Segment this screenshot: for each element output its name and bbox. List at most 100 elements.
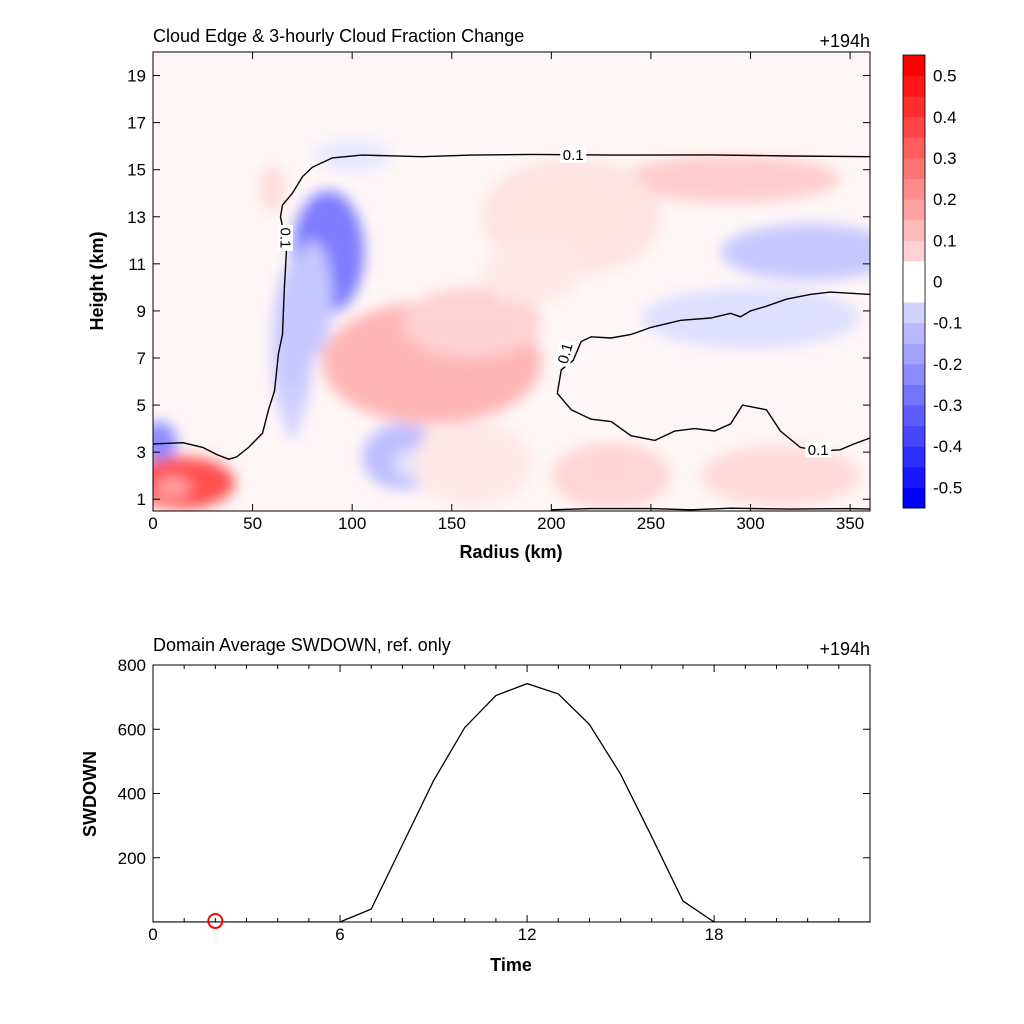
colorbar-bin	[903, 157, 925, 180]
colorbar-bin	[903, 55, 925, 77]
y-tick-label: 15	[127, 161, 146, 180]
contour-line	[556, 291, 870, 452]
colorbar-frame	[902, 54, 926, 509]
anomaly-layer	[153, 139, 870, 509]
line-x-ticks: 0 6 12 18	[148, 665, 871, 944]
heatmap-frame	[152, 51, 871, 512]
colorbar-bin	[903, 446, 925, 468]
x-tick-label: 200	[537, 514, 565, 533]
heatmap-x-ticks: 0 50 100 150 200 250 300 350	[148, 52, 864, 533]
colorbar-bin	[903, 240, 925, 262]
line-series-group	[153, 682, 870, 922]
positive-anomaly	[481, 242, 582, 304]
colorbar-bin	[903, 199, 925, 221]
x-tick-label: 350	[836, 514, 864, 533]
y-tick-label: 19	[127, 67, 146, 86]
line-plot-area	[152, 664, 871, 923]
heatmap-title: Cloud Edge & 3-hourly Cloud Fraction Cha…	[153, 26, 524, 46]
x-tick-label: 50	[243, 514, 262, 533]
colorbar-bin	[903, 137, 925, 159]
contour-label-halo	[277, 224, 293, 251]
colorbar-bin	[903, 322, 925, 344]
colorbar-bin	[903, 302, 925, 324]
colorbar-bin	[903, 363, 925, 385]
colorbar: 0.5 0.4 0.3 0.2 0.1 0 -0.1 -0.2 -0.3 -0.4 -0.5	[902, 54, 962, 509]
colorbar-ticks: 0.5 0.4 0.3 0.2 0.1 0 -0.1 -0.2 -0.3 -0.4 -0.5	[933, 67, 962, 498]
x-tick-label: 18	[705, 925, 724, 944]
y-tick-label: 800	[118, 656, 146, 675]
negative-anomaly	[640, 287, 861, 349]
positive-anomaly	[621, 155, 841, 203]
line-y-axis-label: SWDOWN	[80, 751, 100, 837]
positive-anomaly	[260, 164, 285, 213]
contour-label: 0.1	[555, 341, 577, 366]
heatmap-y-axis-label: Height (km)	[87, 231, 107, 330]
colorbar-bin	[903, 425, 925, 447]
swdown-series-line	[153, 682, 870, 922]
y-tick-label: 3	[137, 443, 146, 462]
colorbar-bin	[903, 178, 925, 200]
colorbar-tick-label: -0.4	[933, 437, 962, 456]
line-x-axis-label: Time	[490, 955, 532, 975]
colorbar-bin	[903, 384, 925, 406]
heatmap-time-label: +194h	[819, 31, 870, 51]
colorbar-bin	[903, 96, 925, 118]
colorbar-tick-label: -0.2	[933, 355, 962, 374]
colorbar-tick-label: -0.3	[933, 396, 962, 415]
current-time-marker	[207, 913, 224, 929]
contour-label-halo	[805, 442, 832, 458]
x-tick-label: 300	[736, 514, 764, 533]
colorbar-bins	[903, 55, 925, 509]
y-tick-label: 600	[118, 720, 146, 739]
contour-label-halo	[554, 338, 576, 368]
x-tick-label: 0	[148, 514, 157, 533]
colorbar-bin	[903, 405, 925, 427]
x-tick-label: 250	[637, 514, 665, 533]
x-tick-label: 0	[148, 925, 157, 944]
positive-anomaly	[401, 287, 542, 359]
heatmap-x-axis-label: Radius (km)	[459, 542, 562, 562]
x-tick-label: 100	[338, 514, 366, 533]
colorbar-tick-label: -0.1	[933, 314, 962, 333]
colorbar-bin	[903, 116, 925, 138]
positive-anomaly	[700, 445, 861, 507]
colorbar-tick-label: -0.5	[933, 478, 962, 497]
x-tick-label: 12	[518, 925, 537, 944]
contour-line	[551, 507, 870, 511]
y-tick-label: 1	[137, 490, 146, 509]
colorbar-tick-label: 0.2	[933, 190, 957, 209]
colorbar-tick-label: 0.1	[933, 231, 957, 250]
y-tick-label: 9	[137, 302, 146, 321]
positive-anomaly	[551, 442, 671, 509]
line-chart-title: Domain Average SWDOWN, ref. only	[153, 635, 451, 655]
swdown-panel: Domain Average SWDOWN, ref. only +194h 0…	[80, 635, 871, 975]
colorbar-tick-label: 0	[933, 273, 942, 292]
contour-label: 0.1	[808, 442, 829, 459]
colorbar-bin	[903, 281, 925, 303]
cloud-fraction-panel: Cloud Edge & 3-hourly Cloud Fraction Cha…	[87, 26, 871, 562]
negative-anomaly	[282, 381, 303, 439]
colorbar-bin	[903, 219, 925, 241]
x-tick-label: 150	[438, 514, 466, 533]
y-tick-label: 11	[128, 255, 146, 274]
colorbar-bin	[903, 466, 925, 488]
x-tick-label: 6	[335, 925, 344, 944]
line-chart-time-label: +194h	[819, 639, 870, 659]
y-tick-label: 13	[127, 208, 146, 227]
positive-anomaly	[411, 421, 532, 507]
colorbar-bin	[903, 487, 925, 509]
colorbar-tick-label: 0.3	[933, 149, 957, 168]
colorbar-tick-label: 0.4	[933, 108, 957, 127]
contour-label: 0.1	[276, 228, 293, 249]
line-y-ticks: 200 400 600 800	[118, 656, 870, 868]
colorbar-tick-label: 0.5	[933, 67, 957, 86]
contour-label: 0.1	[563, 147, 584, 164]
y-tick-label: 5	[137, 396, 146, 415]
y-tick-label: 200	[118, 849, 146, 868]
negative-anomaly	[393, 449, 418, 479]
colorbar-bin	[903, 75, 925, 97]
negative-anomaly	[272, 263, 313, 429]
y-tick-label: 400	[118, 785, 146, 804]
